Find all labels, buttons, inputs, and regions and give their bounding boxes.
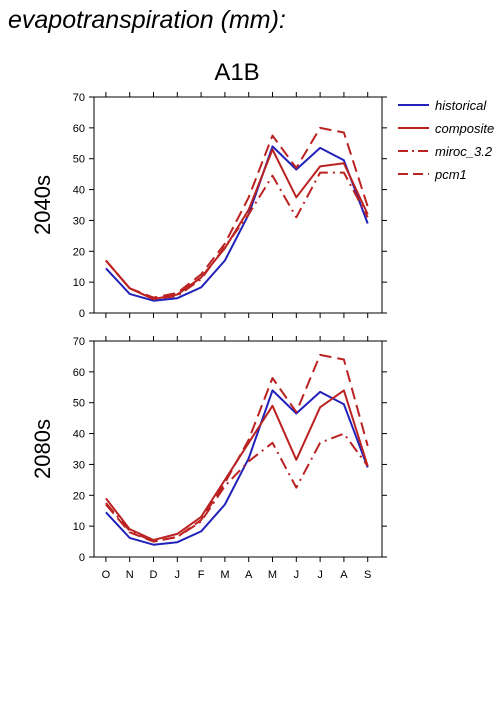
x-tick-label: D [150,569,158,581]
legend-item-historical: historical [398,98,487,113]
x-tick-label: N [126,569,134,581]
series-line-composite-2080s [105,389,369,541]
y-tick-label: 0 [79,308,85,320]
y-tick-label: 50 [73,398,85,410]
y-tick-label: 40 [73,185,85,197]
legend-item-composite: composite [398,121,494,136]
legend-label-miroc-3-2: miroc_3.2 [435,144,493,159]
y-tick-label: 20 [73,246,85,258]
x-tick-label: M [268,569,277,581]
y-tick-label: 40 [73,429,85,441]
legend-item-pcm1: pcm1 [398,167,467,182]
series-line-pcm1-2080s [105,353,369,543]
plot-frame-2080s [93,340,383,558]
series-line-composite-2040s [105,148,369,301]
series-line-historical-2080s [105,389,369,546]
x-tick-label: S [364,569,371,581]
x-tick-label: O [102,569,111,581]
y-tick-label: 10 [73,277,85,289]
y-axis-label-2080s: 2080s [30,419,55,479]
legend: historical composite miroc_3.2 pcm1 [398,98,494,182]
x-tick-label: F [198,569,205,581]
series-line-pcm1-2040s [105,126,369,299]
y-tick-label: 70 [73,336,85,348]
x-tick-label: A [245,569,253,581]
y-tick-label: 0 [79,552,85,564]
y-axis-label-2040s: 2040s [30,175,55,235]
plot-frame-2040s [93,96,383,314]
series-line-historical-2040s [105,145,369,302]
panel-2080s: 0 10 20 30 40 50 60 70 O N D J F M A M J J A S 2080s [30,336,387,581]
chart-title: A1B [214,59,259,86]
panel-2040s: 0 10 20 30 40 50 60 70 2040s [30,92,387,320]
legend-item-miroc-3-2: miroc_3.2 [398,144,493,159]
series-line-miroc-3-2-2040s [105,171,369,301]
y-tick-label: 30 [73,459,85,471]
y-tick-label: 20 [73,490,85,502]
x-tick-label: M [220,569,229,581]
y-tick-label: 60 [73,123,85,135]
legend-label-composite: composite [435,121,494,136]
y-tick-label: 60 [73,367,85,379]
x-tick-label: J [175,569,181,581]
y-tick-label: 50 [73,154,85,166]
x-tick-label: J [294,569,300,581]
y-tick-label: 70 [73,92,85,104]
x-tick-label: A [340,569,348,581]
page-title: evapotranspiration (mm): [8,6,286,34]
y-tick-label: 10 [73,521,85,533]
x-tick-label: J [317,569,323,581]
legend-label-historical: historical [435,98,487,113]
series-line-miroc-3-2-2080s [105,432,369,543]
legend-label-pcm1: pcm1 [434,167,467,182]
y-tick-label: 30 [73,215,85,227]
